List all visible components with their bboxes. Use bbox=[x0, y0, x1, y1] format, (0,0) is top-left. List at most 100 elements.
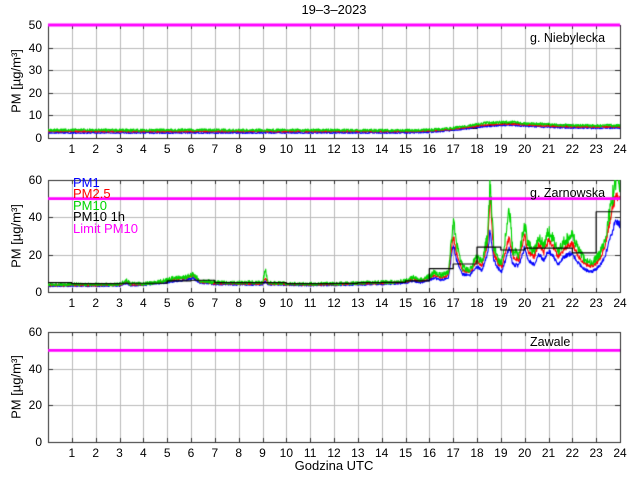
x-tick-label: 4 bbox=[139, 446, 147, 460]
station-label-zawale: Zawale bbox=[530, 335, 571, 349]
x-tick-label: 19 bbox=[494, 142, 508, 156]
x-tick-label: 24 bbox=[613, 446, 627, 460]
x-tick-label: 17 bbox=[446, 446, 460, 460]
x-tick-label: 23 bbox=[589, 142, 603, 156]
x-tick-label: 7 bbox=[211, 296, 219, 310]
x-tick-label: 20 bbox=[517, 446, 532, 460]
x-tick-label: 14 bbox=[374, 296, 389, 310]
figure-title-date: 19–3–2023 bbox=[301, 2, 367, 17]
legend-item-limit-pm10: Limit PM10 bbox=[73, 220, 139, 236]
x-tick-label: 1 bbox=[68, 296, 76, 310]
x-tick-label: 20 bbox=[517, 142, 532, 156]
y-tick-label: 40 bbox=[28, 210, 42, 225]
x-tick-label: 16 bbox=[422, 142, 436, 156]
x-tick-label: 5 bbox=[163, 296, 171, 310]
x-tick-label: 10 bbox=[279, 296, 293, 310]
x-axis-label: Godzina UTC bbox=[294, 458, 374, 473]
x-tick-label: 15 bbox=[398, 296, 413, 310]
x-tick-label: 9 bbox=[259, 296, 266, 310]
x-tick-label: 6 bbox=[187, 142, 195, 156]
y-tick-label: 20 bbox=[28, 247, 42, 262]
station-label-niebylecka: g. Niebylecka bbox=[530, 31, 606, 45]
legend-item-pm10: PM10 bbox=[73, 197, 107, 213]
y-tick-label: 60 bbox=[28, 173, 42, 187]
x-tick-label: 19 bbox=[494, 296, 508, 310]
x-tick-label: 24 bbox=[613, 296, 627, 310]
x-tick-label: 5 bbox=[163, 446, 171, 460]
x-tick-label: 15 bbox=[398, 142, 413, 156]
y-tick-label: 40 bbox=[28, 40, 42, 55]
x-tick-label: 2 bbox=[92, 296, 99, 310]
x-tick-label: 22 bbox=[565, 446, 579, 460]
x-tick-label: 24 bbox=[613, 142, 627, 156]
x-tick-label: 23 bbox=[589, 296, 603, 310]
x-tick-label: 21 bbox=[541, 446, 556, 460]
x-tick-label: 22 bbox=[565, 296, 579, 310]
x-tick-label: 12 bbox=[327, 142, 341, 156]
x-tick-label: 11 bbox=[303, 142, 317, 156]
y-tick-label: 60 bbox=[28, 325, 42, 339]
x-tick-label: 4 bbox=[139, 142, 147, 156]
legend: PM1 PM2.5 PM10 PM10 1h Limit PM10 bbox=[73, 175, 139, 236]
x-tick-label: 8 bbox=[235, 296, 242, 310]
x-tick-label: 13 bbox=[351, 142, 365, 156]
x-tick-label: 21 bbox=[541, 296, 556, 310]
x-tick-label: 14 bbox=[374, 446, 389, 460]
x-tick-label: 9 bbox=[259, 446, 266, 460]
y-tick-label: 0 bbox=[35, 435, 42, 449]
x-tick-label: 1 bbox=[68, 446, 76, 460]
x-tick-label: 16 bbox=[422, 296, 436, 310]
x-tick-label: 20 bbox=[517, 296, 532, 310]
x-tick-label: 23 bbox=[589, 446, 603, 460]
x-tick-label: 11 bbox=[303, 296, 317, 310]
x-tick-label: 6 bbox=[187, 296, 195, 310]
y-tick-label: 30 bbox=[28, 63, 42, 78]
y-tick-label: 20 bbox=[28, 398, 42, 413]
x-tick-label: 12 bbox=[327, 446, 341, 460]
x-tick-label: 10 bbox=[279, 142, 293, 156]
x-tick-label: 4 bbox=[139, 296, 147, 310]
x-tick-label: 17 bbox=[446, 296, 460, 310]
y-tick-label: 40 bbox=[28, 361, 42, 376]
x-tick-label: 21 bbox=[541, 142, 556, 156]
x-tick-label: 18 bbox=[470, 446, 484, 460]
legend-item-pm2-5: PM2.5 bbox=[73, 186, 111, 202]
x-tick-label: 3 bbox=[116, 142, 123, 156]
x-tick-label: 18 bbox=[470, 142, 484, 156]
x-tick-label: 18 bbox=[470, 296, 484, 310]
x-tick-label: 3 bbox=[116, 446, 123, 460]
x-tick-label: 9 bbox=[259, 142, 266, 156]
x-tick-label: 3 bbox=[116, 296, 123, 310]
x-tick-label: 17 bbox=[446, 142, 460, 156]
x-tick-label: 12 bbox=[327, 296, 341, 310]
legend-item-pm1: PM1 bbox=[73, 175, 100, 190]
x-tick-label: 13 bbox=[351, 446, 365, 460]
x-tick-label: 2 bbox=[92, 142, 99, 156]
x-tick-label: 7 bbox=[211, 142, 219, 156]
x-tick-label: 7 bbox=[211, 446, 219, 460]
x-tick-label: 5 bbox=[163, 142, 171, 156]
x-tick-label: 8 bbox=[235, 142, 242, 156]
y-tick-label: 0 bbox=[35, 131, 42, 145]
x-tick-label: 6 bbox=[187, 446, 195, 460]
x-tick-label: 11 bbox=[303, 446, 317, 460]
legend-item-pm10-1h: PM10 1h bbox=[73, 209, 126, 225]
x-tick-label: 2 bbox=[92, 446, 99, 460]
station-label-zarnowska: g. Zarnowska bbox=[530, 186, 606, 200]
x-tick-label: 19 bbox=[494, 446, 508, 460]
y-tick-label: 10 bbox=[28, 108, 42, 123]
x-tick-label: 14 bbox=[374, 142, 389, 156]
x-tick-label: 15 bbox=[398, 446, 413, 460]
x-tick-label: 16 bbox=[422, 446, 436, 460]
y-tick-label: 20 bbox=[28, 85, 42, 100]
y-tick-label: 0 bbox=[35, 285, 42, 299]
x-tick-label: 8 bbox=[235, 446, 242, 460]
y-tick-label: 50 bbox=[28, 18, 42, 32]
y-axis-label-panel-1: PM [µg/m³] bbox=[8, 49, 24, 113]
x-tick-label: 22 bbox=[565, 142, 579, 156]
x-tick-label: 10 bbox=[279, 446, 293, 460]
x-tick-label: 1 bbox=[68, 142, 76, 156]
x-tick-label: 13 bbox=[351, 296, 365, 310]
